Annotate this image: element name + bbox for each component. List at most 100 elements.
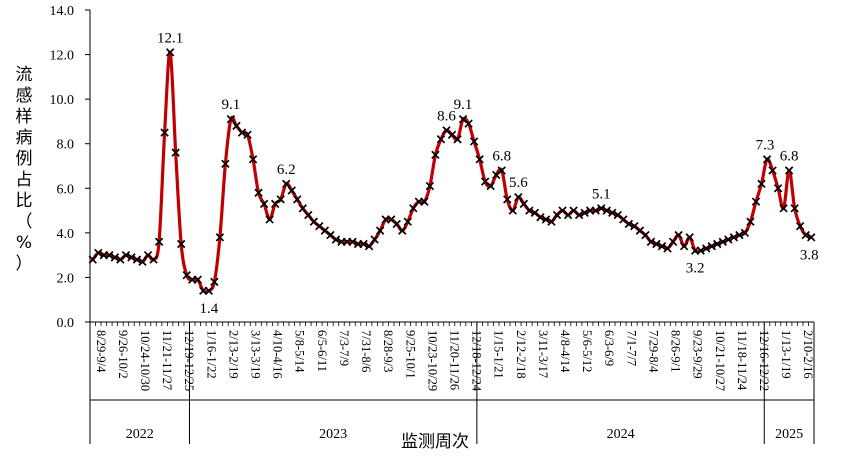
x-tick-label: 9/25-10/1 (403, 330, 417, 379)
data-point (464, 119, 473, 128)
x-tick-label: 11/20-11/26 (447, 330, 461, 390)
data-point (392, 219, 401, 229)
data-point (149, 255, 158, 264)
data-point (751, 197, 761, 206)
data-point (486, 181, 495, 191)
data-point (304, 210, 313, 220)
data-label: 9.1 (454, 97, 473, 113)
data-point (370, 235, 379, 244)
data-label: 3.2 (686, 261, 705, 277)
data-point (790, 204, 799, 213)
y-axis: 0.0 2.0 4.0 6.0 8.0 10.0 12.0 14.0 (50, 4, 91, 331)
x-tick-label: 5/6-5/12 (580, 330, 594, 372)
data-point (160, 128, 169, 137)
x-tick-label: 1/16-1/22 (204, 330, 218, 379)
y-tick-label: 12.0 (50, 49, 75, 64)
data-point (668, 237, 678, 246)
data-point (232, 121, 241, 131)
x-tick-label: 7/3-7/9 (337, 330, 351, 366)
x-tick-label: 7/1-7/7 (624, 330, 638, 366)
y-tick-label: 4.0 (57, 227, 75, 242)
year-label: 2025 (775, 427, 803, 442)
series-group (91, 50, 813, 294)
data-point (768, 166, 777, 175)
year-label: 2024 (607, 427, 635, 442)
data-point (254, 188, 263, 197)
data-label: 3.8 (800, 247, 819, 263)
x-tick-label: 3/11-3/17 (536, 330, 550, 378)
data-point (652, 239, 661, 249)
data-point (298, 204, 307, 213)
x-axis: 8/29-9/4 9/26-10/2 10/24-10/30 11/21-11/27 1… (89, 321, 815, 392)
data-point (740, 228, 750, 238)
data-point (497, 166, 506, 175)
data-label: 1.4 (199, 301, 218, 317)
data-point (602, 206, 611, 215)
data-point (436, 135, 446, 144)
y-tick-label: 2.0 (57, 271, 75, 286)
y-tick-label: 0.0 (57, 316, 75, 331)
data-point (519, 199, 529, 209)
x-tick-label: 6/5-6/11 (315, 330, 329, 372)
data-point (132, 255, 142, 264)
data-point (729, 233, 739, 242)
data-point (807, 233, 816, 242)
data-point (281, 179, 291, 189)
x-tick-label: 7/29-8/4 (646, 330, 660, 373)
data-point (646, 237, 656, 246)
data-point (210, 277, 219, 287)
data-label: 7.3 (756, 137, 775, 153)
data-point (718, 237, 728, 246)
x-tick-label: 8/29-9/4 (94, 330, 108, 373)
data-point (707, 242, 716, 251)
x-tick-label: 1/13-1/19 (779, 330, 793, 379)
data-point (641, 230, 650, 240)
data-point (663, 244, 672, 253)
data-point (359, 239, 368, 249)
data-point (574, 210, 584, 220)
x-tick-label: 7/31-8/6 (359, 330, 373, 372)
data-point (409, 204, 418, 213)
data-label: 6.2 (277, 162, 296, 178)
data-point (204, 286, 214, 296)
data-point (398, 226, 407, 235)
x-tick-label: 1/15-1/21 (492, 330, 506, 379)
data-point (265, 215, 274, 224)
y-axis-title: 流感样病例占比（%） (16, 65, 33, 274)
data-point (215, 233, 225, 242)
data-point (425, 181, 435, 191)
data-point (591, 206, 600, 215)
data-point (110, 253, 120, 262)
series-line (91, 50, 813, 294)
data-point (536, 213, 545, 222)
x-tick-label: 4/10-4/16 (271, 330, 285, 379)
data-point (243, 130, 252, 140)
data-point (171, 148, 180, 157)
data-label: 8.6 (437, 108, 456, 124)
data-label: 9.1 (222, 97, 241, 113)
data-point (138, 257, 147, 267)
data-point (580, 208, 589, 218)
data-point (127, 253, 136, 262)
x-tick-label: 5/8-5/14 (293, 330, 307, 373)
data-point (624, 219, 634, 229)
x-tick-label: 9/26-10/2 (116, 330, 130, 379)
data-point (453, 135, 462, 144)
data-point (176, 239, 186, 249)
data-point (685, 233, 694, 242)
x-axis-title: 监测周次 (401, 432, 469, 452)
year-label: 2022 (126, 427, 154, 442)
data-point (154, 237, 164, 246)
data-point (259, 199, 269, 209)
data-point (779, 204, 788, 213)
data-point (121, 250, 131, 260)
data-point (696, 246, 705, 255)
data-point (403, 217, 412, 226)
data-point (221, 159, 230, 168)
data-point (514, 192, 523, 202)
data-point (88, 255, 97, 264)
data-point (226, 114, 236, 124)
x-tick-label: 10/21-10/27 (713, 330, 727, 391)
data-label: 5.1 (592, 186, 611, 202)
